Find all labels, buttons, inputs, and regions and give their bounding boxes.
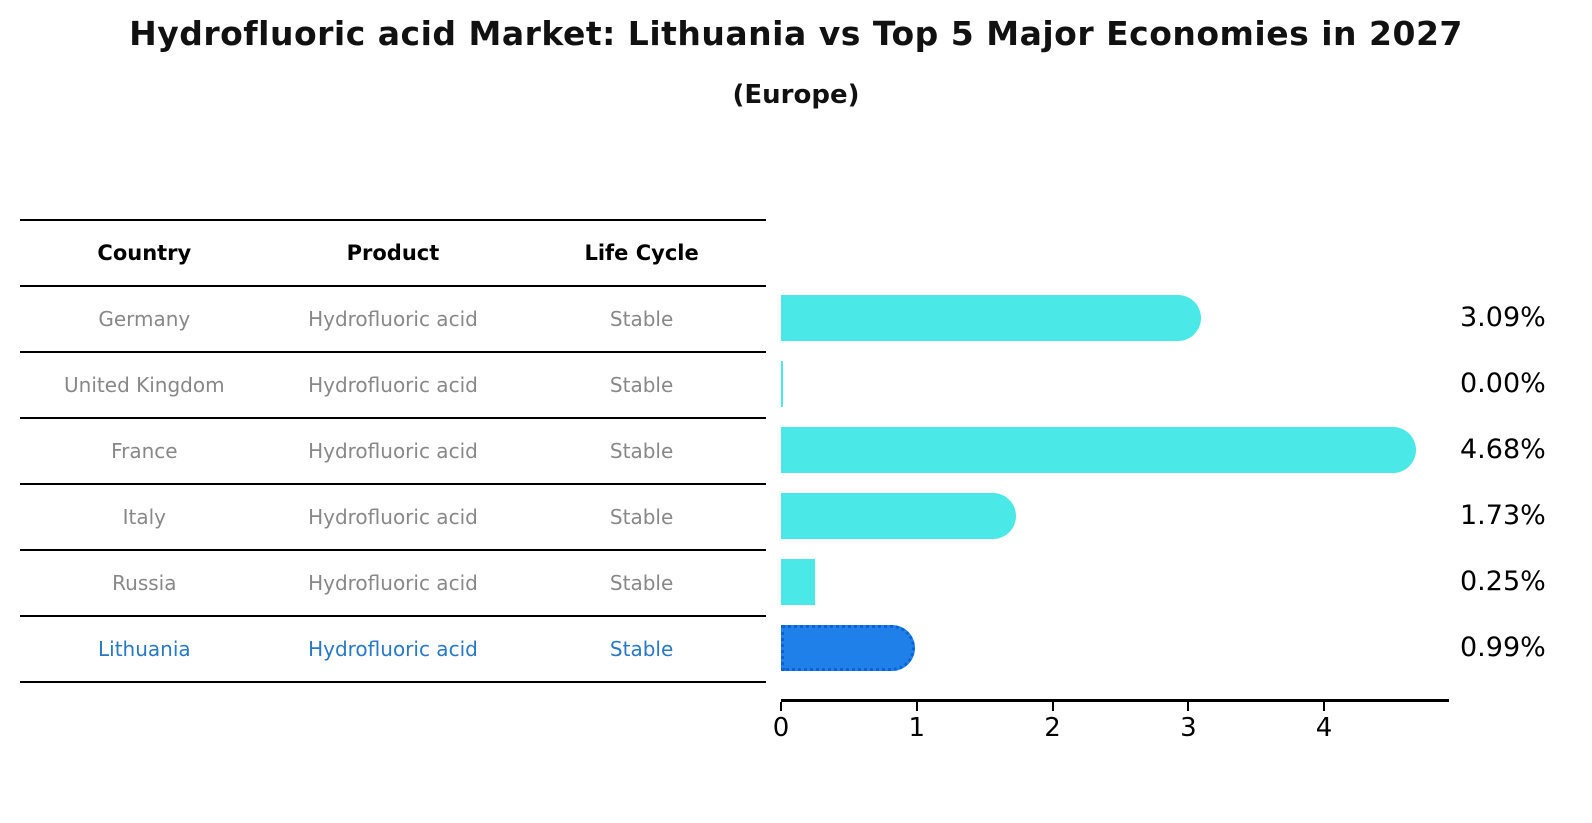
life-cycle-cell: Stable (609, 637, 674, 661)
table-row-united-kingdom: United Kingdom Hydrofluoric acid Stable (20, 353, 766, 419)
tick-mark (1187, 702, 1190, 711)
bar-lithuania-highlighted (781, 625, 916, 671)
value-label-italy: 1.73% (1460, 500, 1546, 531)
product-cell: Hydrofluoric acid (308, 439, 478, 463)
country-cell: Russia (112, 571, 177, 595)
life-cycle-cell: Stable (609, 373, 674, 397)
life-cycle-cell: Stable (609, 505, 674, 529)
value-label-lithuania: 0.99% (1460, 632, 1546, 663)
bar-russia (781, 559, 815, 605)
bar-united-kingdom (781, 361, 783, 407)
value-label-france: 4.68% (1460, 434, 1546, 465)
tick-mark (1051, 702, 1054, 711)
product-cell: Hydrofluoric acid (308, 505, 478, 529)
col-header-product: Product (346, 241, 440, 265)
country-cell: United Kingdom (64, 373, 225, 397)
table-row-germany: Germany Hydrofluoric acid Stable (20, 287, 766, 353)
tick-label: 4 (1315, 713, 1333, 743)
life-cycle-cell: Stable (609, 571, 674, 595)
tick-mark (1323, 702, 1326, 711)
table-row-italy: Italy Hydrofluoric acid Stable (20, 485, 766, 551)
tick-label: 3 (1180, 713, 1197, 743)
table-header-row: Country Product Life Cycle (20, 221, 766, 287)
bar-band (781, 285, 1449, 351)
tick-mark (915, 702, 918, 711)
life-cycle-cell: Stable (609, 307, 674, 331)
bar-band (781, 417, 1449, 483)
chart-title: Hydrofluoric acid Market: Lithuania vs T… (129, 14, 1463, 53)
bar-chart-area (781, 285, 1449, 681)
bar-band (781, 549, 1449, 615)
value-label-russia: 0.25% (1460, 566, 1546, 597)
country-cell: Germany (98, 307, 191, 331)
tick-mark (780, 702, 782, 711)
product-cell: Hydrofluoric acid (308, 307, 478, 331)
bar-band (781, 351, 1449, 417)
table-row-russia: Russia Hydrofluoric acid Stable (20, 551, 766, 617)
product-cell: Hydrofluoric acid (308, 637, 478, 661)
product-cell: Hydrofluoric acid (308, 373, 478, 397)
col-header-country: Country (97, 241, 192, 265)
country-table: Country Product Life Cycle Germany Hydro… (20, 219, 766, 683)
bar-band (781, 615, 1449, 681)
x-axis-line (781, 699, 1449, 702)
bar-france (781, 427, 1417, 473)
life-cycle-cell: Stable (609, 439, 674, 463)
tick-label: 2 (1044, 713, 1061, 743)
table-row-france: France Hydrofluoric acid Stable (20, 419, 766, 485)
product-cell: Hydrofluoric acid (308, 571, 478, 595)
col-header-life-cycle: Life Cycle (584, 241, 699, 265)
tick-label: 0 (772, 713, 790, 743)
x-axis: 0 1 2 3 4 (773, 699, 1449, 749)
bar-band (781, 483, 1449, 549)
tick-label: 1 (908, 713, 926, 743)
country-cell: Italy (122, 505, 167, 529)
bar-italy (781, 493, 1016, 539)
country-cell: France (111, 439, 178, 463)
value-label-united-kingdom: 0.00% (1460, 368, 1546, 399)
table-row-lithuania: Lithuania Hydrofluoric acid Stable (20, 617, 766, 683)
chart-subtitle: (Europe) (732, 80, 860, 110)
value-label-germany: 3.09% (1460, 302, 1546, 333)
value-label-column: 3.09% 0.00% 4.68% 1.73% 0.25% 0.99% (1460, 285, 1580, 681)
country-cell: Lithuania (98, 637, 191, 661)
bar-germany (781, 295, 1201, 341)
